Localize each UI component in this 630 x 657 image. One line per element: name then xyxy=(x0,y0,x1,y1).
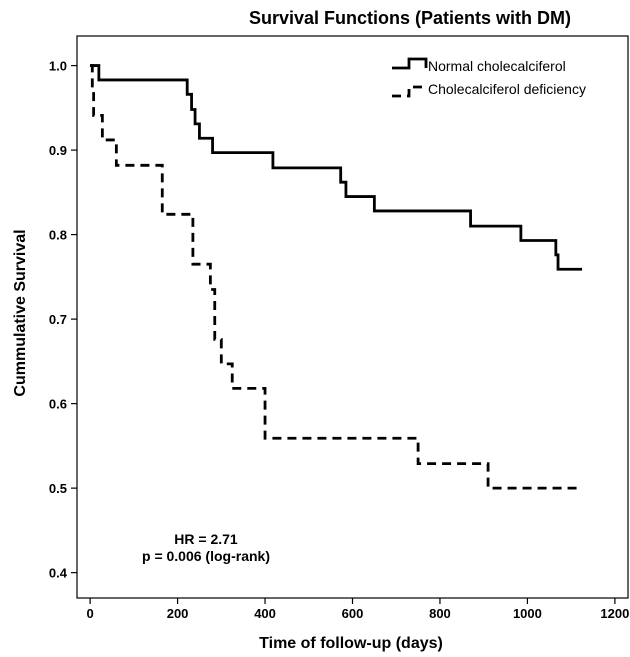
legend-label-normal: Normal cholecalciferol xyxy=(428,58,566,74)
series-cholecalciferol-deficiency-line xyxy=(90,64,583,490)
y-tick-label: 1.0 xyxy=(49,59,67,74)
legend: Normal cholecalciferol Cholecalciferol d… xyxy=(392,57,586,98)
x-tick-label: 800 xyxy=(429,606,451,621)
x-axis: 0 200 400 600 800 1000 1200 xyxy=(87,598,629,621)
legend-label-deficiency: Cholecalciferol deficiency xyxy=(428,81,586,97)
y-tick-label: 0.7 xyxy=(49,312,67,327)
y-tick-label: 0.6 xyxy=(49,397,67,412)
chart-title: Survival Functions (Patients with DM) xyxy=(249,8,571,28)
legend-swatch-normal xyxy=(392,57,428,70)
plot-area xyxy=(76,35,629,599)
series-normal-cholecalciferol-line xyxy=(90,64,583,271)
x-tick-label: 0 xyxy=(87,606,94,621)
plot-frame xyxy=(76,35,629,599)
legend-swatch-deficiency xyxy=(392,85,426,98)
y-axis-label: Cummulative Survival xyxy=(12,229,29,396)
x-tick-label: 1000 xyxy=(513,606,542,621)
p-value-annotation: p = 0.006 (log-rank) xyxy=(142,548,270,564)
series-layer xyxy=(90,64,583,490)
y-tick-label: 0.9 xyxy=(49,143,67,158)
x-tick-label: 1200 xyxy=(600,606,629,621)
x-tick-label: 200 xyxy=(167,606,189,621)
x-tick-label: 400 xyxy=(254,606,276,621)
y-tick-label: 0.8 xyxy=(49,228,67,243)
x-axis-label: Time of follow-up (days) xyxy=(259,635,443,652)
x-tick-label: 600 xyxy=(342,606,364,621)
y-axis: 0.4 0.5 0.6 0.7 0.8 0.9 1.0 xyxy=(49,59,77,581)
y-tick-label: 0.5 xyxy=(49,481,67,496)
hazard-ratio-annotation: HR = 2.71 xyxy=(174,531,238,547)
y-tick-label: 0.4 xyxy=(49,566,68,581)
